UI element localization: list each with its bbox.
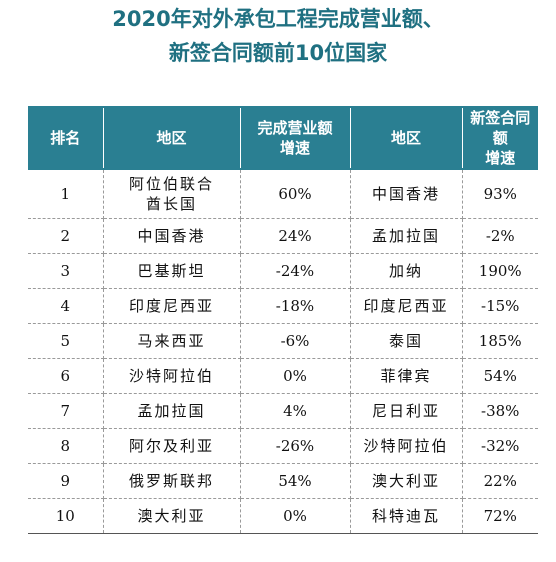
contract-growth-cell: 22% xyxy=(462,463,538,499)
header-revenue-growth: 完成营业额 增速 xyxy=(240,106,351,170)
region-contract-cell: 尼日利亚 xyxy=(350,393,463,429)
contract-growth-cell: -38% xyxy=(462,393,538,429)
region-contract-cell: 中国香港 xyxy=(350,169,463,219)
rank-cell: 6 xyxy=(28,358,104,394)
region-revenue-cell: 俄罗斯联邦 xyxy=(103,463,241,499)
revenue-growth-cell: 54% xyxy=(240,463,351,499)
region-contract-cell: 加纳 xyxy=(350,253,463,289)
table-header: 排名 地区 完成营业额 增速 地区 新签合同额 增速 xyxy=(28,106,538,170)
region-revenue-cell: 阿尔及利亚 xyxy=(103,428,241,464)
region-contract-cell: 印度尼西亚 xyxy=(350,288,463,324)
contract-growth-cell: -2% xyxy=(462,218,538,254)
page-title-line-1: 2020年对外承包工程完成营业额、 xyxy=(112,7,444,31)
revenue-growth-cell: 4% xyxy=(240,393,351,429)
region-revenue-cell: 巴基斯坦 xyxy=(103,253,241,289)
header-revenue-growth-line-1: 完成营业额 xyxy=(257,119,333,137)
revenue-growth-cell: 0% xyxy=(240,498,351,534)
region-contract-cell: 科特迪瓦 xyxy=(350,498,463,534)
region-revenue-cell: 孟加拉国 xyxy=(103,393,241,429)
contract-growth-cell: -32% xyxy=(462,428,538,464)
rank-cell: 10 xyxy=(28,498,104,534)
revenue-growth-cell: 60% xyxy=(240,169,351,219)
header-region-revenue: 地区 xyxy=(103,106,241,170)
region-revenue-cell: 阿位伯联合 酋长国 xyxy=(103,169,241,219)
table-row: 5 马来西亚 -6% 泰国 185% xyxy=(28,323,538,359)
page-title-line-2: 新签合同额前10位国家 xyxy=(168,41,388,65)
region-contract-cell: 孟加拉国 xyxy=(350,218,463,254)
header-contract-growth: 新签合同额 增速 xyxy=(462,106,538,170)
rank-cell: 2 xyxy=(28,218,104,254)
contract-growth-cell: 185% xyxy=(462,323,538,359)
header-contract-growth-line-2: 增速 xyxy=(485,149,516,167)
rank-cell: 7 xyxy=(28,393,104,429)
rank-cell: 8 xyxy=(28,428,104,464)
table-row: 8 阿尔及利亚 -26% 沙特阿拉伯 -32% xyxy=(28,428,538,464)
table-row: 9 俄罗斯联邦 54% 澳大利亚 22% xyxy=(28,463,538,499)
contract-growth-cell: -15% xyxy=(462,288,538,324)
ranking-table: 排名 地区 完成营业额 增速 地区 新签合同额 增速 1 阿位伯联合 酋长国 6… xyxy=(28,106,538,534)
revenue-growth-cell: -6% xyxy=(240,323,351,359)
table-row: 3 巴基斯坦 -24% 加纳 190% xyxy=(28,253,538,289)
table-row: 10 澳大利亚 0% 科特迪瓦 72% xyxy=(28,498,538,534)
table-body: 1 阿位伯联合 酋长国 60% 中国香港 93% 2 中国香港 24% 孟加拉国… xyxy=(28,169,538,534)
header-revenue-growth-line-2: 增速 xyxy=(279,139,310,157)
region-contract-cell: 泰国 xyxy=(350,323,463,359)
region-revenue-cell: 印度尼西亚 xyxy=(103,288,241,324)
revenue-growth-cell: -24% xyxy=(240,253,351,289)
table-row: 1 阿位伯联合 酋长国 60% 中国香港 93% xyxy=(28,169,538,219)
region-contract-cell: 菲律宾 xyxy=(350,358,463,394)
region-revenue-cell: 沙特阿拉伯 xyxy=(103,358,241,394)
rank-cell: 9 xyxy=(28,463,104,499)
rank-cell: 3 xyxy=(28,253,104,289)
revenue-growth-cell: -26% xyxy=(240,428,351,464)
region-revenue-line-1: 阿位伯联合 xyxy=(128,175,214,193)
header-region-contract: 地区 xyxy=(350,106,463,170)
header-rank: 排名 xyxy=(28,106,104,170)
table-row: 4 印度尼西亚 -18% 印度尼西亚 -15% xyxy=(28,288,538,324)
region-revenue-cell: 中国香港 xyxy=(103,218,241,254)
table-row: 7 孟加拉国 4% 尼日利亚 -38% xyxy=(28,393,538,429)
region-revenue-cell: 马来西亚 xyxy=(103,323,241,359)
contract-growth-cell: 72% xyxy=(462,498,538,534)
header-row: 排名 地区 完成营业额 增速 地区 新签合同额 增速 xyxy=(28,106,538,170)
table-row: 2 中国香港 24% 孟加拉国 -2% xyxy=(28,218,538,254)
region-contract-cell: 沙特阿拉伯 xyxy=(350,428,463,464)
contract-growth-cell: 93% xyxy=(462,169,538,219)
contract-growth-cell: 190% xyxy=(462,253,538,289)
revenue-growth-cell: 24% xyxy=(240,218,351,254)
region-revenue-line-2: 酋长国 xyxy=(145,195,197,213)
header-contract-growth-line-1: 新签合同额 xyxy=(470,109,531,147)
rank-cell: 4 xyxy=(28,288,104,324)
contract-growth-cell: 54% xyxy=(462,358,538,394)
table-row: 6 沙特阿拉伯 0% 菲律宾 54% xyxy=(28,358,538,394)
revenue-growth-cell: -18% xyxy=(240,288,351,324)
region-revenue-cell: 澳大利亚 xyxy=(103,498,241,534)
revenue-growth-cell: 0% xyxy=(240,358,351,394)
region-contract-cell: 澳大利亚 xyxy=(350,463,463,499)
rank-cell: 1 xyxy=(28,169,104,219)
rank-cell: 5 xyxy=(28,323,104,359)
